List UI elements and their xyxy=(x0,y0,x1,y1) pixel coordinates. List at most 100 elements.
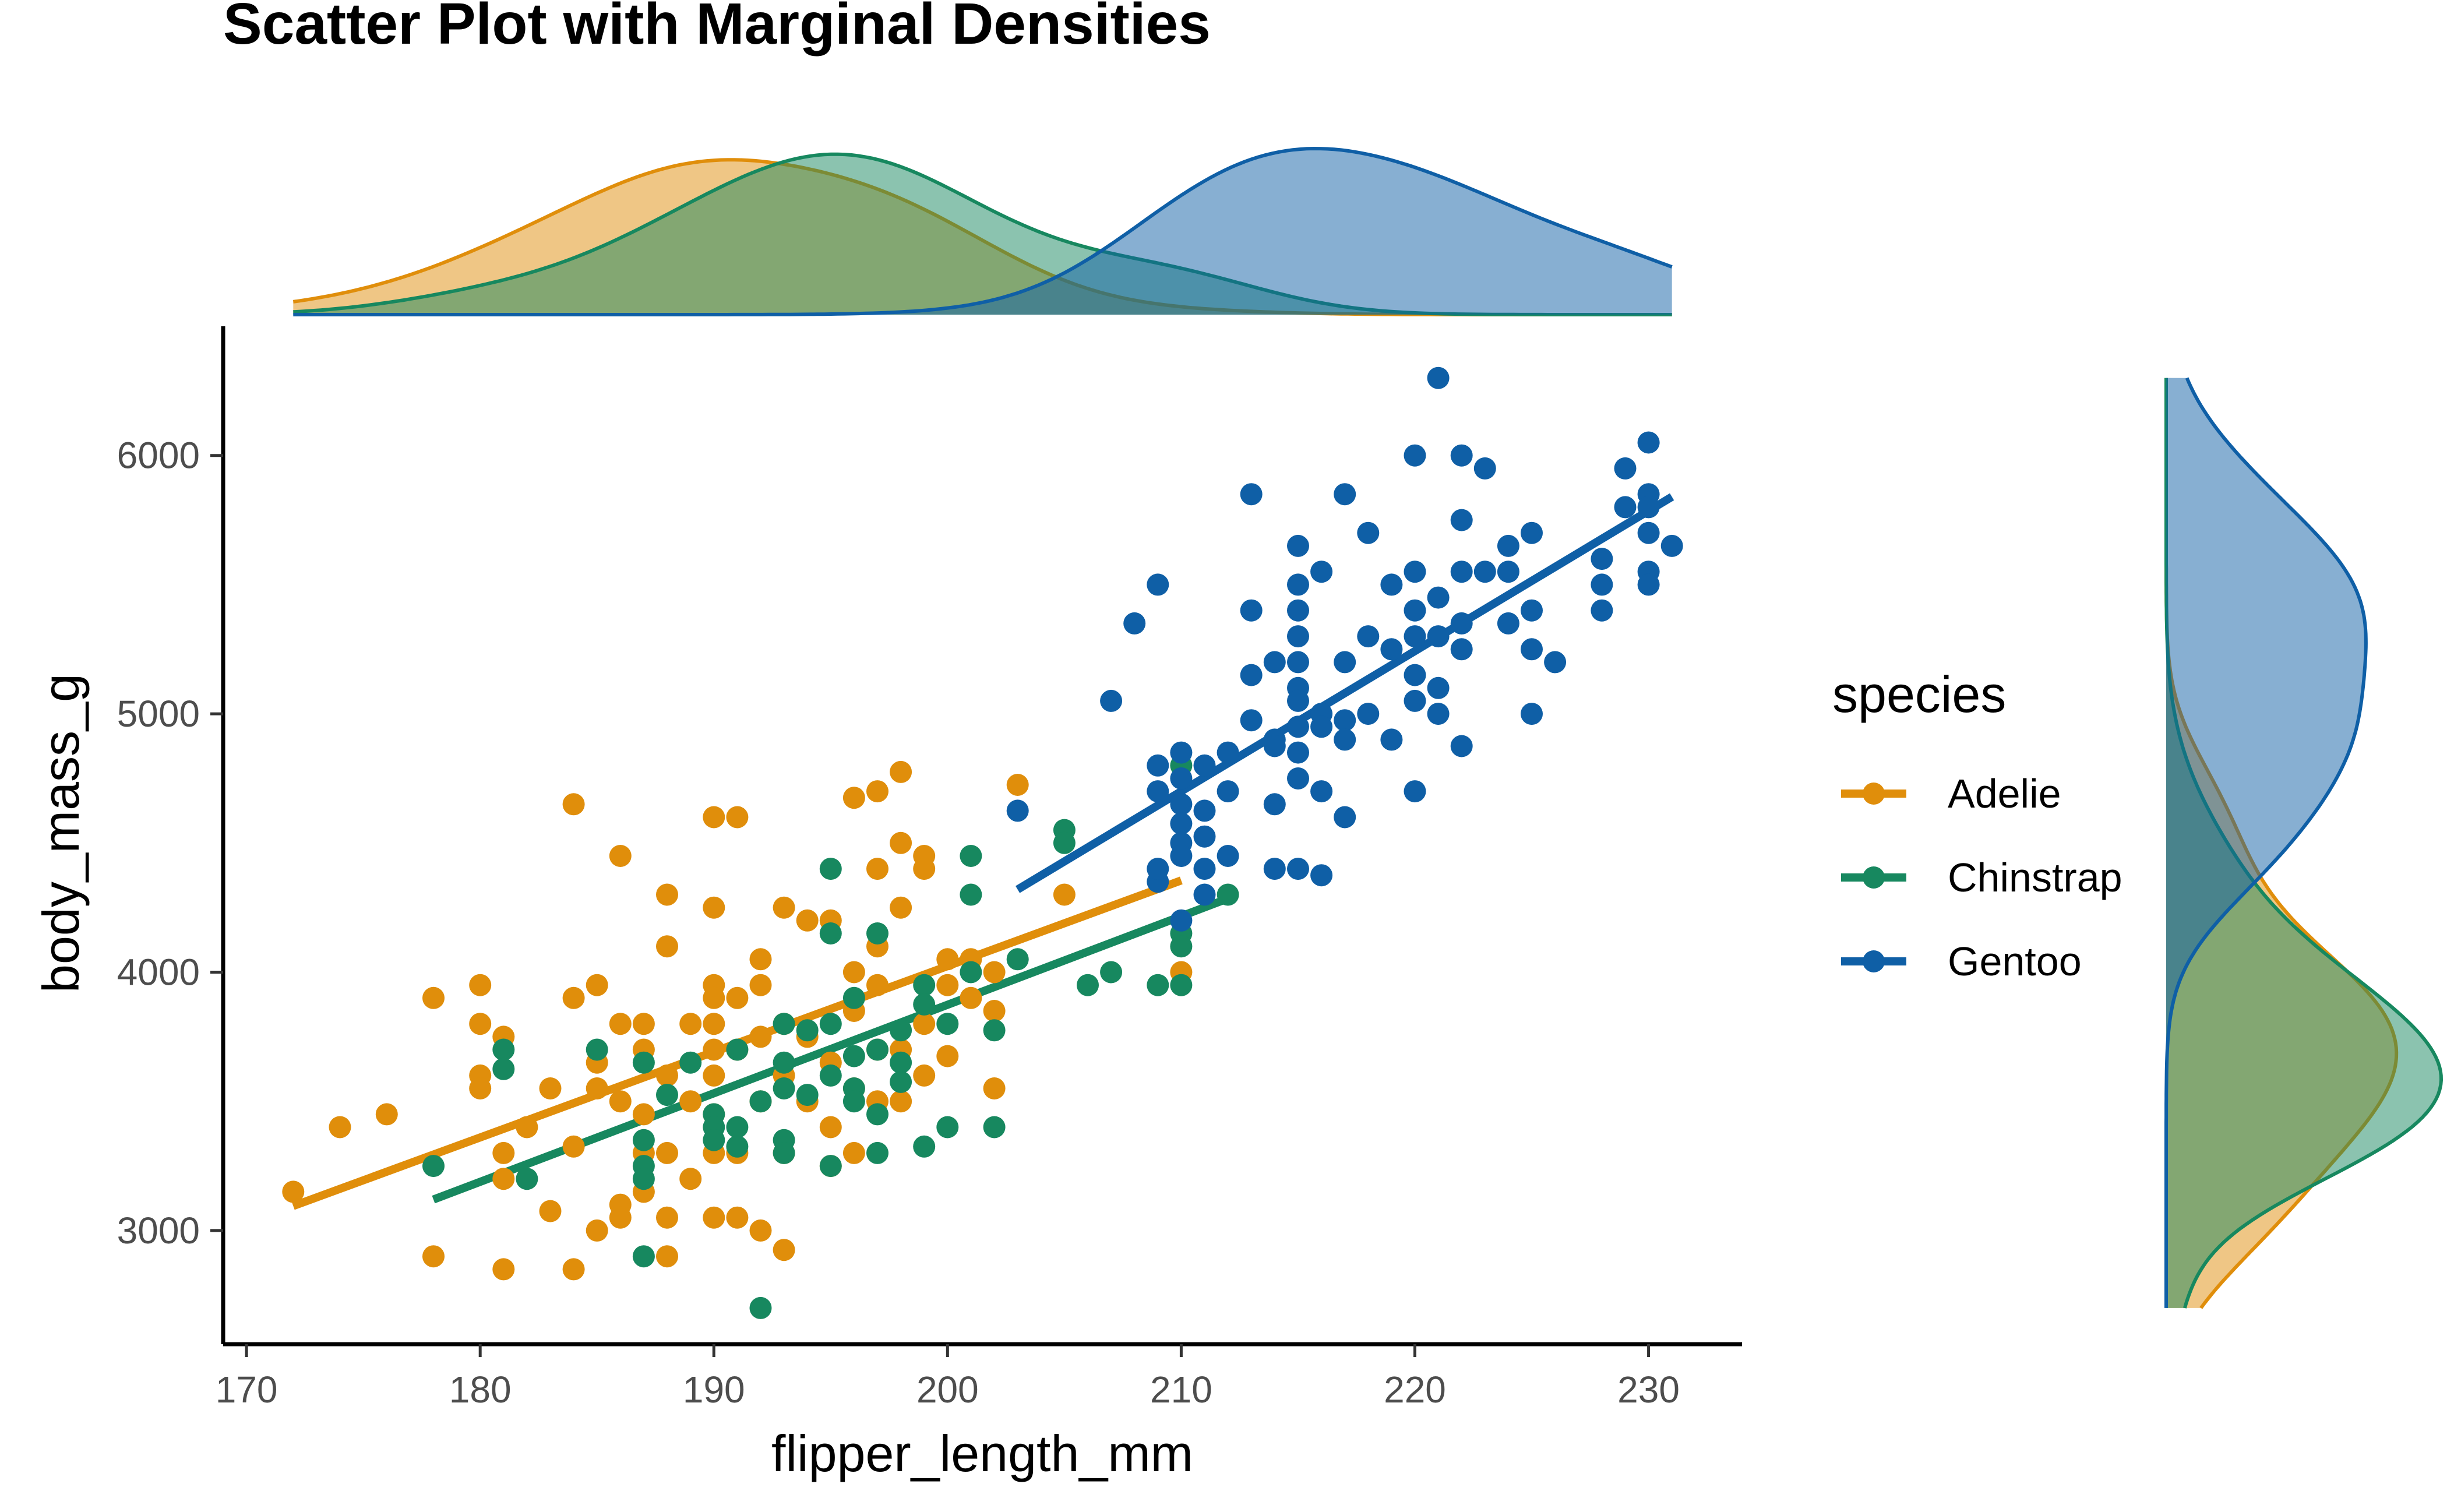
point-adelie xyxy=(516,1116,538,1139)
point-gentoo xyxy=(1427,366,1450,389)
top-density-fill-gentoo xyxy=(293,149,1672,315)
point-adelie xyxy=(1006,774,1029,796)
point-adelie xyxy=(656,935,678,958)
point-gentoo xyxy=(1637,496,1660,519)
point-adelie xyxy=(936,974,959,996)
point-gentoo xyxy=(1473,561,1496,583)
legend-item-gentoo: Gentoo xyxy=(1841,939,2082,984)
point-chinstrap xyxy=(492,1058,515,1080)
point-adelie xyxy=(609,1206,632,1229)
point-gentoo xyxy=(1404,599,1426,622)
point-chinstrap xyxy=(960,883,982,906)
point-gentoo xyxy=(1334,651,1356,674)
point-gentoo xyxy=(1637,521,1660,544)
point-adelie xyxy=(703,806,725,829)
point-adelie xyxy=(492,1168,515,1190)
x-axis-ticks: 170 180 190 200 210 220 230 xyxy=(216,1344,1680,1411)
point-gentoo xyxy=(1380,573,1403,596)
point-chinstrap xyxy=(796,1019,819,1042)
point-adelie xyxy=(703,986,725,1009)
point-gentoo xyxy=(1591,599,1613,622)
point-adelie xyxy=(890,896,912,919)
point-gentoo xyxy=(1380,638,1403,661)
point-adelie xyxy=(656,1206,678,1229)
point-gentoo xyxy=(1497,612,1519,635)
point-chinstrap xyxy=(516,1168,538,1190)
point-chinstrap xyxy=(936,1013,959,1035)
point-gentoo xyxy=(1006,799,1029,822)
point-gentoo xyxy=(1147,754,1169,777)
point-gentoo xyxy=(1217,741,1239,764)
legend: species Adelie Chinstrap Gentoo xyxy=(1832,665,2122,984)
scatter-panel: 170 180 190 200 210 220 230 3000 4000 5000 6000 xyxy=(117,326,1742,1411)
point-gentoo xyxy=(1521,638,1543,661)
point-adelie xyxy=(586,974,608,996)
point-chinstrap xyxy=(1170,935,1193,958)
x-tick-label: 170 xyxy=(216,1369,278,1411)
top-density-line-gentoo xyxy=(293,146,1673,316)
point-adelie xyxy=(562,1258,585,1281)
point-gentoo xyxy=(1287,573,1309,596)
point-gentoo xyxy=(1334,728,1356,751)
point-gentoo xyxy=(1240,709,1263,732)
point-gentoo xyxy=(1637,573,1660,596)
point-gentoo xyxy=(1193,883,1216,906)
point-gentoo xyxy=(1263,793,1286,816)
point-gentoo xyxy=(1497,561,1519,583)
point-chinstrap xyxy=(890,1019,912,1042)
y-tick-label: 4000 xyxy=(117,951,200,993)
point-gentoo xyxy=(1497,534,1519,557)
point-chinstrap xyxy=(1147,974,1169,996)
point-chinstrap xyxy=(632,1168,655,1190)
point-adelie xyxy=(842,1141,865,1164)
point-gentoo xyxy=(1147,858,1169,880)
point-gentoo xyxy=(1450,561,1473,583)
point-gentoo xyxy=(1287,767,1309,790)
point-chinstrap xyxy=(913,993,936,1016)
point-gentoo xyxy=(1287,689,1309,712)
point-adelie xyxy=(562,986,585,1009)
point-adelie xyxy=(913,1064,936,1087)
point-adelie xyxy=(890,760,912,783)
point-chinstrap xyxy=(913,974,936,996)
point-gentoo xyxy=(1263,858,1286,880)
point-chinstrap xyxy=(773,1141,795,1164)
point-chinstrap xyxy=(842,1045,865,1067)
x-tick-label: 200 xyxy=(916,1369,979,1411)
point-adelie xyxy=(562,1135,585,1158)
point-adelie xyxy=(329,1116,351,1139)
point-gentoo xyxy=(1404,625,1426,648)
point-chinstrap xyxy=(983,1116,1006,1139)
point-gentoo xyxy=(1660,534,1683,557)
point-adelie xyxy=(656,1064,678,1087)
point-chinstrap xyxy=(866,1103,888,1126)
point-gentoo xyxy=(1287,599,1309,622)
point-chinstrap xyxy=(1170,974,1193,996)
point-chinstrap xyxy=(913,1135,936,1158)
point-gentoo xyxy=(1404,444,1426,467)
point-gentoo xyxy=(1263,651,1286,674)
point-adelie xyxy=(469,1077,492,1099)
point-adelie xyxy=(469,1013,492,1035)
point-adelie xyxy=(983,1000,1006,1022)
point-adelie xyxy=(796,909,819,932)
point-adelie xyxy=(609,845,632,867)
point-chinstrap xyxy=(703,1129,725,1151)
point-gentoo xyxy=(1357,521,1380,544)
point-adelie xyxy=(562,793,585,816)
point-gentoo xyxy=(1380,728,1403,751)
point-chinstrap xyxy=(1053,831,1076,854)
legend-item-chinstrap: Chinstrap xyxy=(1841,855,2122,900)
point-chinstrap xyxy=(632,1051,655,1074)
legend-title: species xyxy=(1832,665,2006,723)
x-tick-label: 210 xyxy=(1150,1369,1212,1411)
point-gentoo xyxy=(1544,651,1567,674)
point-gentoo xyxy=(1147,780,1169,803)
point-adelie xyxy=(492,1141,515,1164)
legend-label: Chinstrap xyxy=(1948,855,2122,900)
legend-item-adelie: Adelie xyxy=(1841,771,2061,816)
right-density-panel xyxy=(2164,377,2444,1309)
top-density-fill-chinstrap xyxy=(293,154,1672,315)
legend-key-point xyxy=(1863,866,1885,889)
